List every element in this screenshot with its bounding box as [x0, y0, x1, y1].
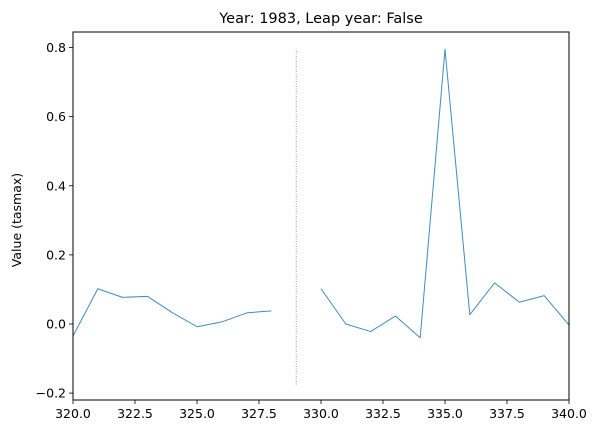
series-line-segment-2 — [320, 48, 569, 339]
x-tick-label: 325.0 — [179, 406, 215, 421]
y-tick-label: −0.2 — [36, 386, 66, 401]
x-tick-label: 337.5 — [489, 406, 525, 421]
x-tick-label: 335.0 — [427, 406, 463, 421]
x-tick-label: 340.0 — [551, 406, 587, 421]
y-tick-label: 0.2 — [46, 247, 66, 262]
axes-frame — [72, 31, 570, 401]
y-tick-label: 0.0 — [46, 316, 66, 331]
y-axis: −0.2 0.0 0.2 0.4 0.6 0.8 — [36, 40, 73, 401]
x-tick-label: 330.0 — [303, 406, 339, 421]
y-axis-label: Value (tasmax) — [9, 173, 24, 267]
y-tick-label: 0.8 — [46, 40, 66, 55]
x-tick-label: 327.5 — [241, 406, 277, 421]
x-tick-label: 320.0 — [55, 406, 91, 421]
y-tick-label: 0.6 — [46, 109, 66, 124]
series-line-segment-1 — [73, 288, 272, 337]
x-tick-label: 322.5 — [117, 406, 153, 421]
y-tick-label: 0.4 — [46, 178, 66, 193]
chart-title: Year: 1983, Leap year: False — [218, 11, 423, 27]
x-tick-label: 332.5 — [365, 406, 401, 421]
plot-area — [73, 48, 569, 385]
x-axis: 320.0 322.5 325.0 327.5 330.0 332.5 335.0 337.5… — [55, 400, 587, 421]
